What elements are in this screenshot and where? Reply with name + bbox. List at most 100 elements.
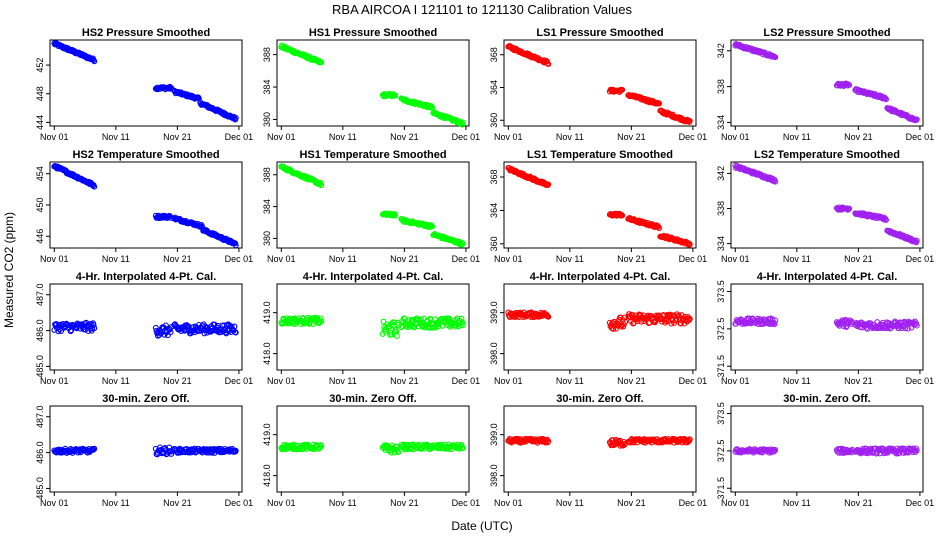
x-tick-label: Nov 01 — [721, 376, 750, 386]
data-point — [317, 319, 323, 326]
panel-title: 4-Hr. Interpolated 4-Pt. Cal. — [76, 271, 217, 283]
data-point — [231, 323, 238, 330]
plot-frame — [503, 161, 697, 249]
panel-title: 30-min. Zero Off. — [329, 393, 416, 405]
data-point — [388, 331, 395, 338]
x-tick-label: Nov 21 — [844, 254, 873, 264]
data-point — [883, 216, 890, 223]
data-point — [622, 318, 629, 325]
main-title: RBA AIRCOA I 121101 to 121130 Calibratio… — [332, 2, 632, 17]
data-point — [619, 86, 626, 93]
data-point — [232, 447, 239, 454]
x-tick-label: Dec 01 — [906, 376, 935, 386]
y-tick-label: 450 — [35, 197, 45, 212]
y-tick-label: 399.0 — [489, 423, 499, 446]
panel: HS2 Pressure Smoothed Nov 01 Nov 11 Nov 21 D… — [35, 27, 253, 142]
x-tick-label: Dec 01 — [679, 498, 708, 508]
panel: 30-min. Zero Off. Nov 01 Nov 11 Nov 21 Dec 0… — [716, 393, 934, 508]
y-tick-label: 444 — [35, 115, 45, 130]
data-point — [201, 330, 208, 337]
x-tick-label: Dec 01 — [225, 498, 254, 508]
x-tick-label: Dec 01 — [906, 132, 935, 142]
x-tick-label: Nov 21 — [163, 132, 192, 142]
panel: HS2 Temperature Smoothed Nov 01 Nov 11 Nov … — [35, 149, 253, 264]
x-tick-label: Nov 11 — [556, 376, 584, 386]
x-tick-label: Nov 21 — [163, 254, 192, 264]
y-tick-label: 486.0 — [35, 319, 45, 342]
data-point — [391, 319, 398, 326]
x-tick-label: Nov 21 — [844, 132, 873, 142]
y-tick-label: 342 — [716, 43, 726, 58]
y-tick-label: 338 — [716, 201, 726, 216]
data-point — [232, 114, 239, 121]
y-tick-label: 487.0 — [35, 405, 45, 428]
y-tick-label: 373.5 — [716, 402, 726, 425]
x-tick-label: Nov 21 — [163, 376, 192, 386]
y-tick-label: 486.0 — [35, 441, 45, 464]
data-point — [905, 325, 911, 332]
data-point — [195, 95, 202, 102]
x-tick-label: Nov 11 — [783, 498, 811, 508]
data-point — [545, 61, 552, 68]
plot-frame — [730, 161, 924, 249]
y-tick-label: 334 — [716, 236, 726, 251]
panel-title: 30-min. Zero Off. — [102, 393, 189, 405]
y-tick-label: 372.5 — [716, 440, 726, 463]
data-point — [846, 205, 853, 212]
data-points — [278, 163, 466, 248]
data-point — [610, 325, 617, 332]
x-tick-label: Nov 01 — [721, 498, 750, 508]
y-tick-label: 368 — [489, 47, 499, 62]
data-point — [317, 442, 324, 449]
y-tick-label: 399.0 — [489, 301, 499, 324]
data-point — [772, 54, 779, 61]
x-tick-label: Nov 01 — [721, 254, 750, 264]
x-tick-label: Nov 11 — [556, 498, 584, 508]
data-point — [318, 443, 325, 449]
x-tick-label: Nov 11 — [102, 132, 130, 142]
data-point — [772, 317, 779, 324]
x-tick-label: Nov 11 — [556, 132, 584, 142]
plot-frame — [730, 283, 924, 371]
panel-title: HS2 Pressure Smoothed — [82, 27, 210, 39]
data-point — [912, 449, 919, 456]
data-point — [392, 92, 399, 99]
data-point — [771, 321, 778, 328]
x-tick-label: Nov 01 — [40, 132, 69, 142]
data-points — [505, 164, 693, 248]
data-point — [845, 206, 852, 213]
data-point — [152, 324, 159, 331]
y-tick-label: 388 — [262, 167, 272, 182]
panel-title: 4-Hr. Interpolated 4-Pt. Cal. — [530, 271, 671, 283]
y-tick-label: 454 — [35, 166, 45, 181]
data-points — [51, 319, 239, 339]
data-points — [51, 40, 239, 123]
y-tick-label: 384 — [262, 199, 272, 214]
data-point — [215, 322, 222, 329]
data-points — [732, 162, 920, 246]
plot-frame — [276, 405, 470, 493]
x-tick-label: Dec 01 — [225, 376, 254, 386]
x-tick-label: Nov 11 — [329, 132, 357, 142]
data-point — [458, 441, 465, 448]
x-tick-label: Dec 01 — [452, 498, 481, 508]
data-points — [505, 309, 693, 332]
x-tick-label: Nov 11 — [556, 254, 584, 264]
y-tick-label: 448 — [35, 86, 45, 101]
panel: HS1 Pressure Smoothed Nov 01 Nov 11 Nov 21 D… — [262, 27, 480, 142]
y-tick-label: 360 — [489, 236, 499, 251]
y-tick-label: 360 — [489, 113, 499, 128]
panel-title: HS1 Temperature Smoothed — [299, 149, 446, 161]
x-tick-label: Nov 21 — [390, 132, 419, 142]
x-tick-label: Dec 01 — [906, 254, 935, 264]
data-point — [619, 212, 626, 219]
plot-frame — [49, 405, 243, 493]
data-point — [168, 450, 175, 457]
y-tick-label: 388 — [262, 47, 272, 62]
data-point — [656, 100, 663, 107]
data-point — [686, 241, 693, 248]
panel: 30-min. Zero Off. Nov 01 Nov 11 Nov 21 Dec 0… — [489, 393, 707, 508]
x-tick-label: Dec 01 — [225, 254, 254, 264]
data-points — [505, 42, 693, 125]
panel-title: LS2 Temperature Smoothed — [754, 149, 900, 161]
